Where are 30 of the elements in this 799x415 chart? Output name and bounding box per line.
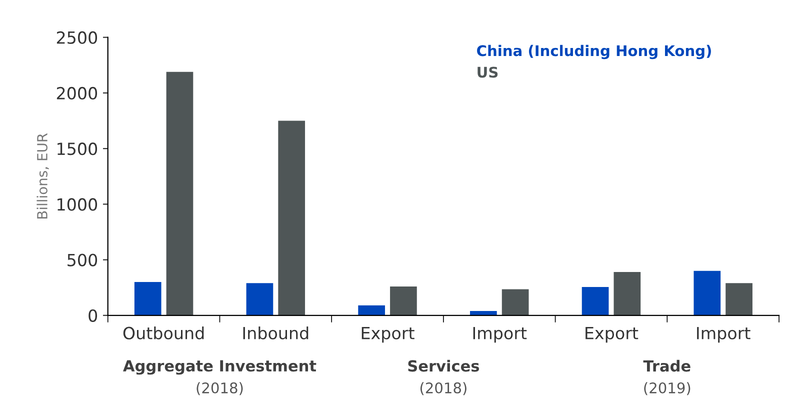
bar	[582, 287, 609, 316]
x-tick-label: Import	[473, 327, 527, 343]
y-tick-label: 1500	[58, 142, 98, 156]
x-tick-label: Export	[586, 327, 638, 343]
x-tick-label: Inbound	[243, 326, 308, 340]
bar	[470, 310, 497, 316]
x-tick-label: Export	[362, 327, 414, 343]
y-tick-label: 2000	[56, 86, 98, 100]
text: US	[478, 66, 498, 78]
text: Aggregate Investment (2018)	[123, 360, 316, 396]
x-tick-label: Outbound	[123, 326, 204, 340]
bar	[390, 286, 417, 316]
text: China (Including Hong Kong)	[477, 44, 711, 60]
bar	[246, 283, 274, 316]
y-axis-title: Billions, EUR	[36, 133, 49, 218]
y-tick-label: 1000	[58, 198, 98, 211]
text: Services (2018)	[408, 360, 480, 396]
bar	[166, 72, 194, 316]
bar	[134, 282, 162, 316]
bar	[278, 120, 306, 316]
text: Trade (2019)	[643, 360, 690, 396]
bar	[726, 283, 752, 316]
y-tick-label: 0	[88, 309, 98, 322]
y-tick-label: 2500	[56, 31, 98, 44]
x-tick-label: Import	[697, 327, 750, 343]
bar	[614, 272, 641, 316]
bar	[502, 289, 529, 316]
y-tick-label: 500	[68, 254, 98, 266]
bar	[694, 270, 721, 316]
bar	[358, 305, 385, 316]
